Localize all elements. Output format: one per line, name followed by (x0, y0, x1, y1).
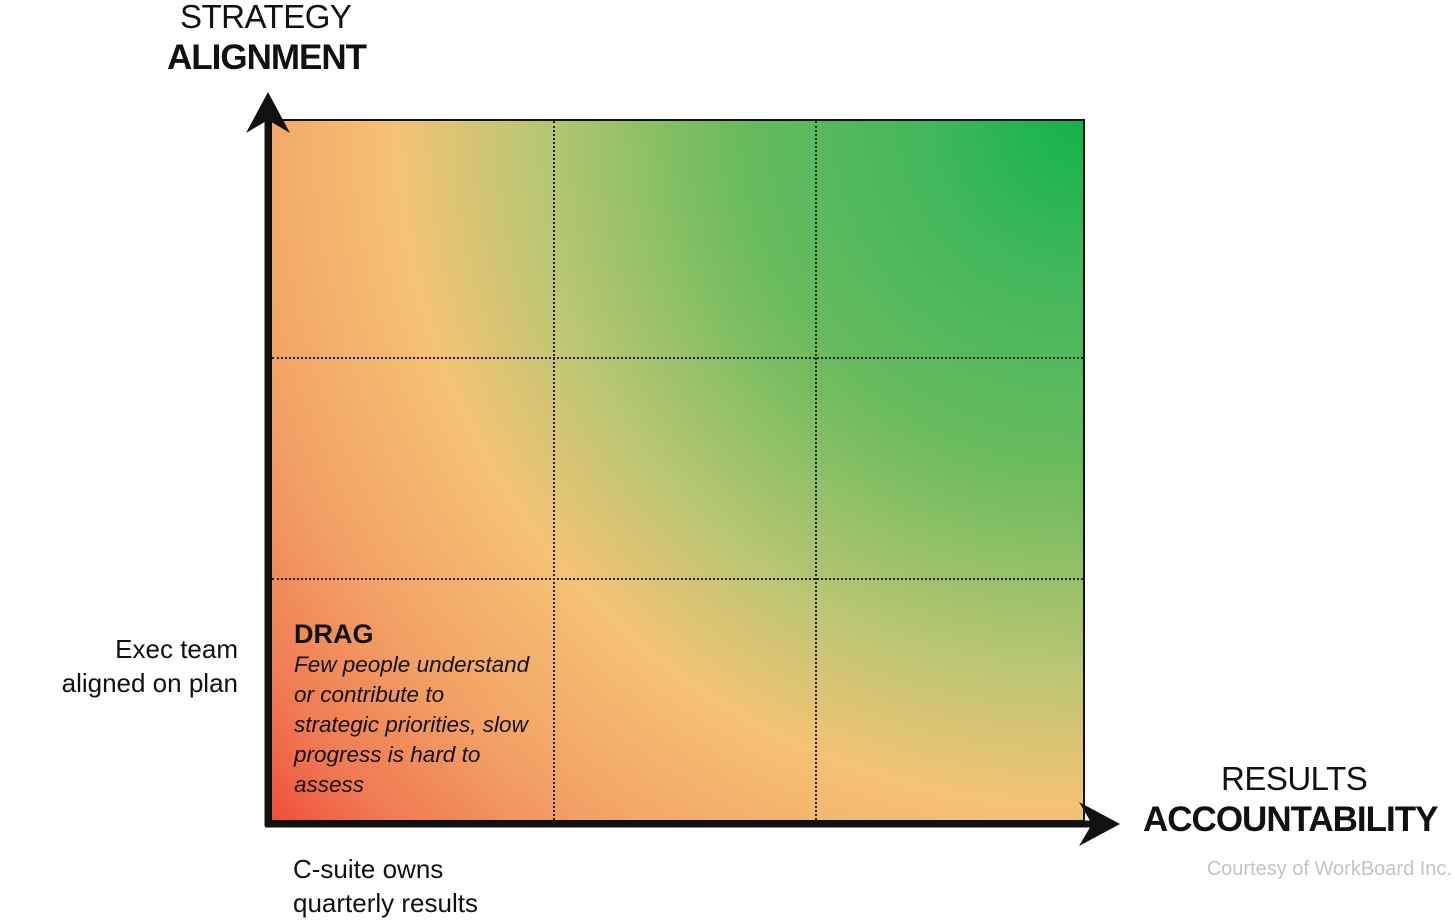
credit-text: Courtesy of WorkBoard Inc. (1206, 858, 1452, 880)
grid-divider-vertical-2 (815, 121, 817, 820)
x-tick-label-line1: C-suite owns (293, 854, 444, 884)
grid-divider-vertical-1 (553, 121, 555, 820)
cell-title-drag: DRAG (294, 619, 374, 649)
cell-description-line: or contribute to (294, 682, 445, 707)
y-tick-label-line1: Exec team (115, 634, 238, 664)
cell-description-line: Few people understand (294, 652, 530, 677)
x-axis-title-line1: RESULTS (1221, 760, 1368, 797)
cell-description-line: strategic priorities, slow (294, 712, 528, 737)
x-axis-tick-label: C-suite owns quarterly results (293, 852, 478, 920)
maturity-matrix: DRAG Few people understand or contribute… (270, 119, 1085, 822)
y-axis-title-line2: ALIGNMENT (167, 38, 367, 77)
x-tick-label-line2: quarterly results (293, 888, 478, 918)
y-axis-tick-label: Exec team aligned on plan (62, 632, 238, 700)
grid-divider-horizontal-2 (272, 578, 1083, 580)
cell-description-drag: Few people understand or contribute to s… (294, 650, 549, 800)
grid-divider-horizontal-1 (272, 357, 1083, 359)
x-axis-title-line2: ACCOUNTABILITY (1143, 800, 1438, 839)
cell-bottom-left: DRAG Few people understand or contribute… (294, 619, 549, 800)
y-axis-arrowhead (246, 92, 290, 133)
cell-description-line: progress is hard to (294, 742, 481, 767)
y-axis-title-line1: STRATEGY (180, 0, 352, 35)
x-axis-arrowhead (1079, 802, 1120, 846)
y-tick-label-line2: aligned on plan (61, 668, 238, 698)
cell-description-line: assess (294, 772, 365, 797)
